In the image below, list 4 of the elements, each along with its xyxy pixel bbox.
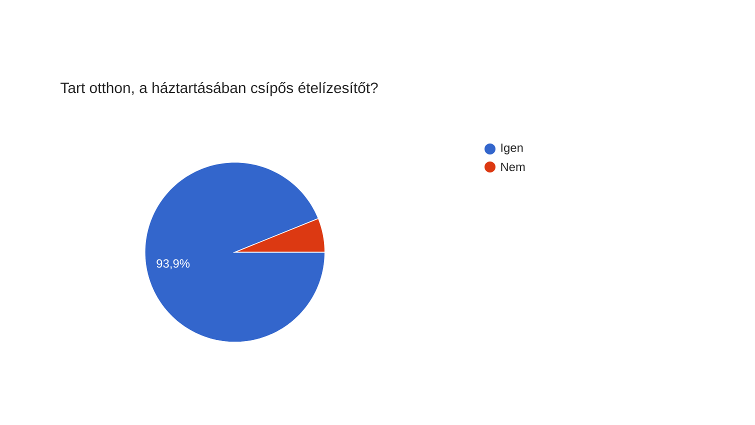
legend-label: Nem xyxy=(501,162,525,172)
legend-label: Igen xyxy=(501,144,523,154)
chart-title: Tart otthon, a háztartásában csípős ételízesítőt? xyxy=(60,82,378,96)
data-label: 93,9% xyxy=(156,259,190,270)
